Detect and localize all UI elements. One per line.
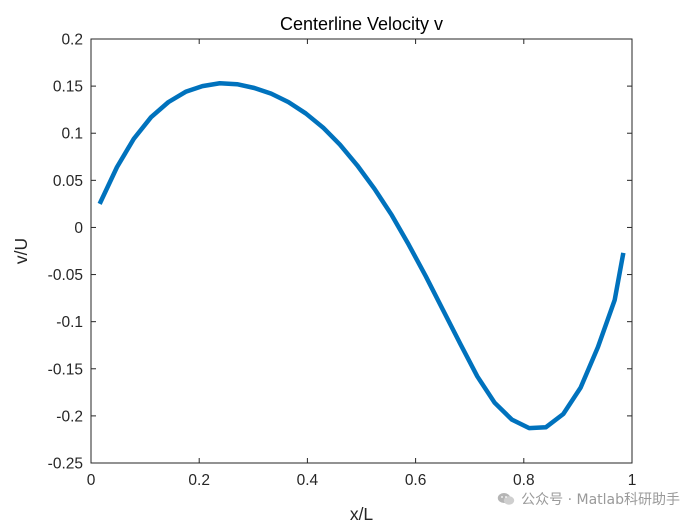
axis-ticks: 0 0.2 0.4 0.6 0.8 1 0.2 0.15 0.1 0.05 0 -0.05 -0.1 -0…: [48, 32, 637, 490]
series-line: [97, 81, 626, 431]
x-tick-label: 0.4: [297, 472, 319, 489]
data-series: [97, 81, 626, 431]
y-tick-label: -0.25: [48, 456, 83, 473]
y-tick-label: 0: [74, 220, 83, 237]
x-axis-label: x/L: [350, 504, 374, 524]
y-tick-label: -0.2: [56, 408, 83, 425]
y-tick-label: -0.1: [56, 314, 83, 331]
x-tick-label: 0.2: [188, 472, 210, 489]
x-tick-label: 0: [87, 472, 96, 489]
watermark-text: 公众号 · Matlab科研助手: [521, 492, 680, 508]
y-axis-label: v/U: [11, 238, 31, 264]
chart-title: Centerline Velocity v: [280, 14, 443, 34]
y-tick-label: 0.2: [61, 32, 83, 49]
y-tick-label: -0.05: [48, 267, 83, 284]
y-tick-label: -0.15: [48, 361, 83, 378]
y-tick-label: 0.15: [53, 79, 83, 96]
x-tick-label: 0.6: [405, 472, 427, 489]
x-tick-label: 0.8: [513, 472, 535, 489]
x-tick-label: 1: [628, 472, 637, 489]
y-tick-label: 0.05: [53, 173, 83, 190]
y-tick-label: 0.1: [61, 126, 83, 143]
watermark: 公众号 · Matlab科研助手: [497, 489, 680, 509]
wechat-icon: [497, 493, 515, 505]
plot-area: [90, 38, 633, 464]
